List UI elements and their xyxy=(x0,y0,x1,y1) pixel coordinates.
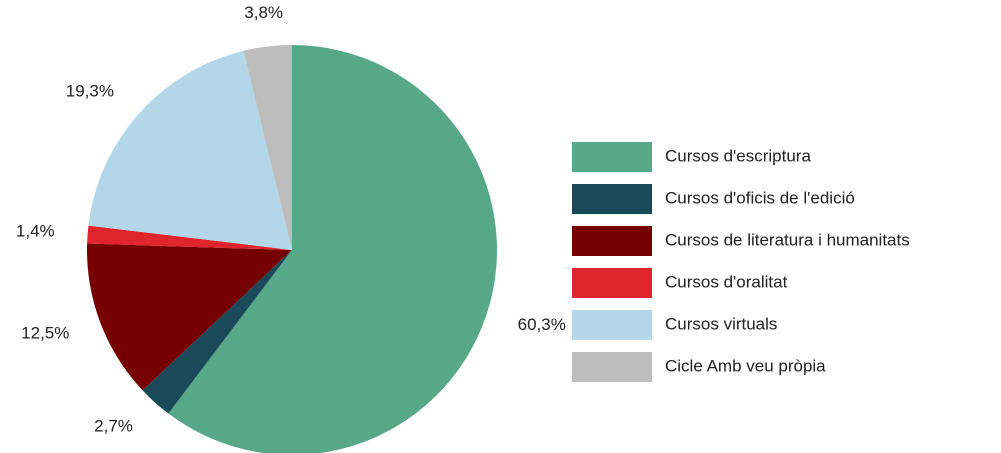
data-label: 60,3% xyxy=(518,315,566,334)
pie-slice xyxy=(87,243,292,391)
data-label: 1,4% xyxy=(16,222,55,241)
pie-slice xyxy=(87,225,292,250)
legend-swatch xyxy=(572,268,652,298)
data-label: 3,8% xyxy=(244,3,283,22)
legend-swatch xyxy=(572,184,652,214)
legend-swatch xyxy=(572,352,652,382)
data-label: 19,3% xyxy=(66,82,114,101)
pie-slice xyxy=(142,250,292,414)
legend-swatch xyxy=(572,310,652,340)
legend-label: Cursos d'oralitat xyxy=(665,272,788,291)
pie-slice xyxy=(168,45,497,453)
legend-swatch xyxy=(572,142,652,172)
legend-label: Cicle Amb veu pròpia xyxy=(665,356,826,375)
pie-slice xyxy=(88,50,292,251)
legend-label: Cursos d'escriptura xyxy=(665,146,811,165)
pie-slice xyxy=(243,45,292,250)
legend-label: Cursos de literatura i humanitats xyxy=(665,230,910,249)
legend-label: Cursos d'oficis de l'edició xyxy=(665,188,855,207)
legend-label: Cursos virtuals xyxy=(665,314,777,333)
data-label: 12,5% xyxy=(21,324,69,343)
legend-swatch xyxy=(572,226,652,256)
data-label: 2,7% xyxy=(94,417,133,436)
